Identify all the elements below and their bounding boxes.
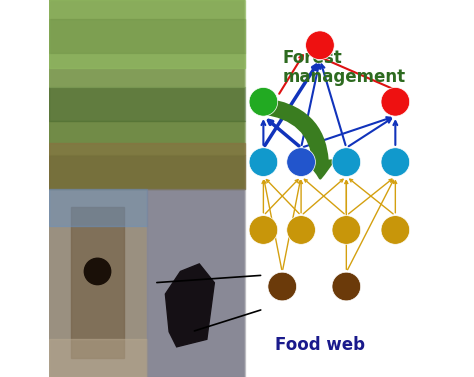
Polygon shape [165,264,214,347]
Circle shape [306,31,334,60]
Circle shape [287,148,315,176]
Bar [48,53,245,87]
Circle shape [381,148,410,176]
Circle shape [287,216,315,244]
Circle shape [84,258,111,285]
Bar [48,143,245,188]
Bar [48,339,146,377]
Bar [48,0,245,188]
Bar [48,155,245,188]
FancyArrowPatch shape [262,99,333,178]
Circle shape [249,216,278,244]
Text: Forest
management: Forest management [282,49,405,86]
Bar [146,188,245,377]
Bar [48,19,245,53]
Circle shape [249,148,278,176]
Circle shape [381,216,410,244]
Circle shape [332,216,361,244]
Bar [48,188,146,226]
Text: Food web: Food web [275,336,365,354]
Circle shape [381,87,410,116]
Circle shape [268,272,297,301]
Bar [48,188,146,377]
Circle shape [332,272,361,301]
Bar [146,188,245,377]
Circle shape [249,87,278,116]
Bar [48,121,245,155]
Bar [48,0,245,68]
Circle shape [332,148,361,176]
Bar [71,207,124,358]
Bar [48,87,245,121]
Bar [245,0,426,377]
